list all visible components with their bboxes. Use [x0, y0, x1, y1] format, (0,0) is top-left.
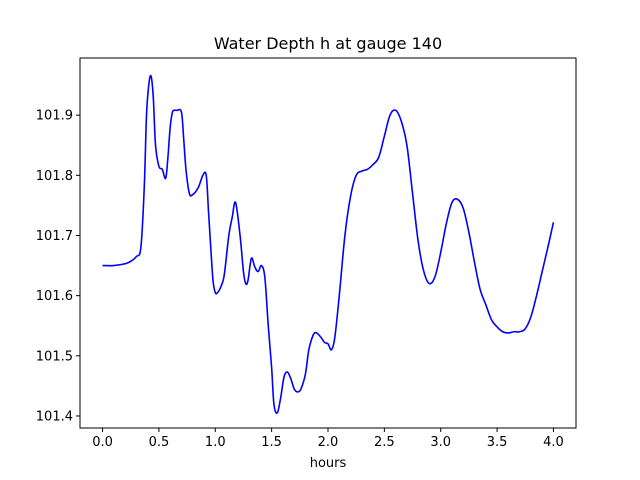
x-axis-ticks: 0.0 0.5 1.0 1.5 2.0 2.5 3.0 3.5 4.0 — [92, 428, 564, 450]
x-tick-label: 3.0 — [430, 435, 451, 450]
plot-area — [80, 58, 576, 428]
x-tick-label: 0.5 — [149, 435, 170, 450]
y-axis-ticks: 101.4 101.5 101.6 101.7 101.8 101.9 — [36, 109, 80, 424]
x-tick-label: 2.5 — [374, 435, 395, 450]
x-tick-label: 2.0 — [318, 435, 339, 450]
y-tick-label: 101.5 — [36, 349, 73, 364]
y-tick-label: 101.6 — [36, 289, 73, 304]
chart-title: Water Depth h at gauge 140 — [214, 34, 442, 53]
series-line-0 — [102, 74, 555, 414]
x-tick-label: 1.5 — [261, 435, 282, 450]
y-tick-label: 101.9 — [36, 109, 73, 124]
x-tick-label: 4.0 — [543, 435, 564, 450]
x-tick-label: 1.0 — [205, 435, 226, 450]
x-axis-label: hours — [310, 456, 347, 471]
y-tick-label: 101.4 — [36, 409, 73, 424]
x-tick-label: 0.0 — [92, 435, 113, 450]
series-layer — [102, 74, 555, 414]
y-tick-label: 101.7 — [36, 229, 73, 244]
x-tick-label: 3.5 — [487, 435, 508, 450]
y-tick-label: 101.8 — [36, 169, 73, 184]
